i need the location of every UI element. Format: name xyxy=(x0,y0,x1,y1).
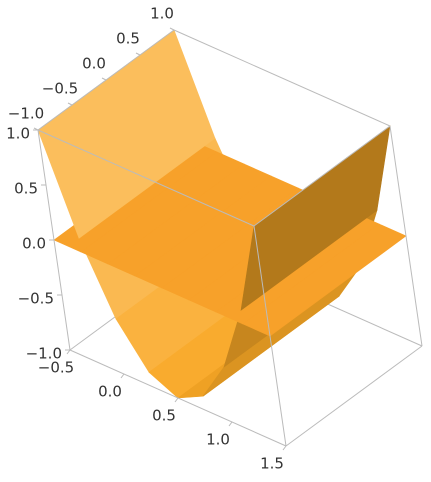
x-tick xyxy=(120,373,125,379)
y-tick xyxy=(101,77,107,81)
x-tick-label: 0.0 xyxy=(98,383,122,401)
box-edge xyxy=(389,125,423,347)
box-edge xyxy=(37,129,255,227)
x-tick xyxy=(174,397,179,403)
x-tick-label: 0.5 xyxy=(152,407,176,425)
x-tick-label: 1.0 xyxy=(206,431,230,449)
box-edge xyxy=(253,125,391,227)
y-tick-label: 1.0 xyxy=(150,5,174,23)
x-tick xyxy=(66,349,71,355)
box-edge xyxy=(285,345,423,447)
y-tick xyxy=(135,52,141,56)
z-tick-label: 0.5 xyxy=(14,180,38,198)
box-edge xyxy=(253,225,287,447)
x-tick xyxy=(228,421,233,427)
y-tick-label: 0.5 xyxy=(116,30,140,48)
y-tick-label: 0.0 xyxy=(82,55,106,73)
y-tick xyxy=(67,102,73,106)
z-tick-label: 0.0 xyxy=(22,235,46,253)
z-tick-label: 1.0 xyxy=(6,125,30,143)
x-tick-label: 1.5 xyxy=(260,455,284,473)
y-tick-label: −1.0 xyxy=(8,105,44,123)
y-tick xyxy=(169,27,175,31)
x-tick xyxy=(282,445,287,451)
x-tick-label: −0.5 xyxy=(38,359,74,377)
z-tick-label: −1.0 xyxy=(26,345,62,363)
y-tick-label: −0.5 xyxy=(42,80,78,98)
z-tick-label: −0.5 xyxy=(18,290,54,308)
box-edge xyxy=(173,29,391,127)
